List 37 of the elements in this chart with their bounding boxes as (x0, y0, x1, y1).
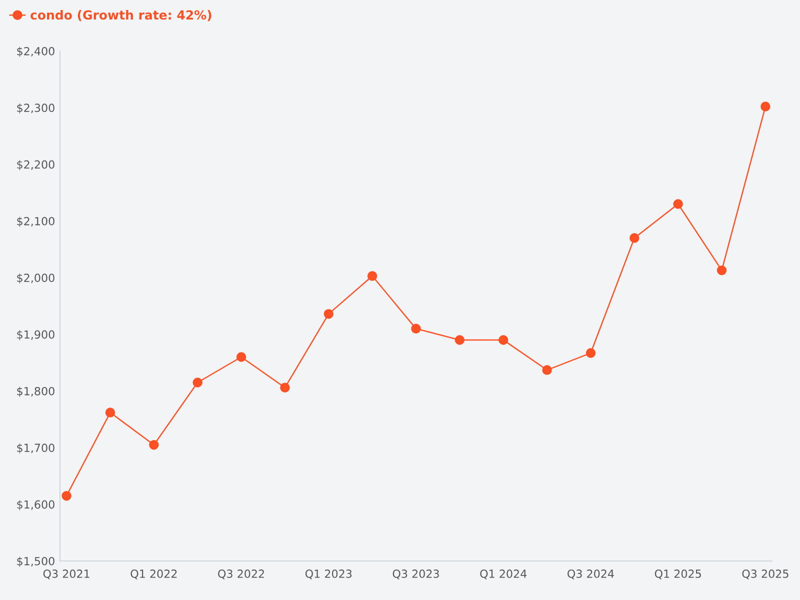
y-tick-label: $1,700 (17, 443, 54, 454)
x-tick-label: Q1 2023 (305, 570, 352, 580)
y-tick-label: $2,100 (17, 216, 54, 227)
point (324, 309, 334, 319)
x-tick-label: Q3 2025 (742, 570, 788, 580)
point (105, 408, 116, 418)
point (498, 335, 508, 345)
x-tick-label: Q3 2024 (568, 570, 614, 580)
y-tick-label: $2,300 (17, 103, 54, 114)
y-tick-label: $1,600 (17, 500, 54, 510)
y-tick-label: $1,900 (17, 330, 54, 340)
point (630, 233, 640, 243)
x-tick-label: Q1 2022 (130, 570, 177, 580)
x-tick-label: Q1 2025 (654, 570, 701, 580)
y-tick-label: $2,000 (17, 273, 54, 284)
point (236, 352, 246, 362)
point (716, 265, 727, 276)
y-tick-label: $1,500 (17, 556, 54, 567)
y-tick-label: $2,400 (17, 46, 54, 57)
point (149, 440, 159, 450)
point (673, 199, 683, 209)
x-tick-label: Q3 2021 (43, 570, 90, 580)
x-tick-label: Q3 2022 (218, 570, 264, 580)
point (192, 378, 202, 388)
point (62, 490, 72, 501)
point (760, 102, 770, 112)
y-tick-label: $2,200 (17, 160, 54, 170)
x-tick-label: Q1 2024 (480, 570, 527, 580)
point (367, 271, 378, 281)
point (454, 335, 465, 345)
x-tick-label: Q3 2023 (392, 570, 439, 580)
point (280, 382, 290, 392)
y-tick-label: $1,800 (17, 386, 54, 397)
point (411, 324, 421, 334)
legend-label: condo (Growth rate: 42%) (30, 10, 212, 22)
point (542, 365, 552, 375)
point (586, 348, 596, 358)
